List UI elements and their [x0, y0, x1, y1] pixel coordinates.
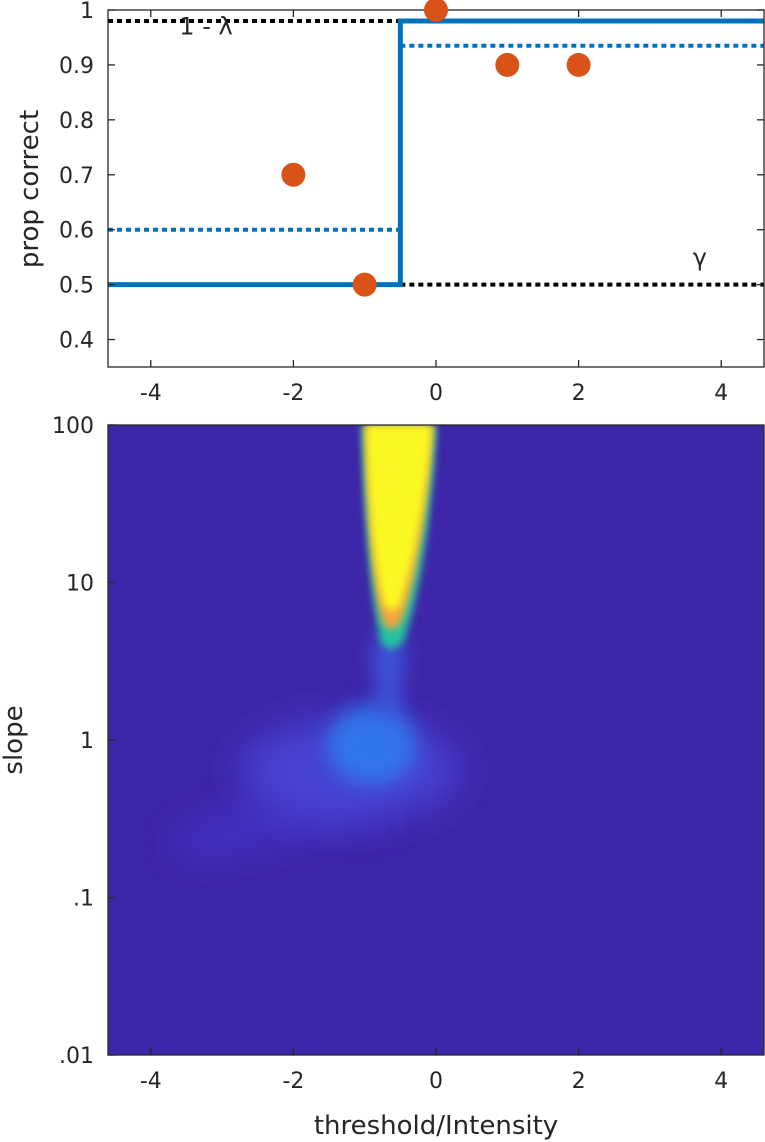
bottom-y-tick-label: 10	[66, 572, 94, 597]
heatmap-shoulder-inner	[327, 705, 417, 785]
top-y-tick-label: 0.9	[59, 54, 94, 79]
top-x-tick-label: 0	[429, 381, 443, 406]
bottom-x-axis-label: threshold/Intensity	[314, 1111, 558, 1141]
data-point-3	[495, 52, 520, 77]
top-x-tick-label: 4	[714, 381, 728, 406]
top-axes-frame	[107, 9, 765, 368]
bottom-y-tick-label: .1	[73, 887, 94, 912]
data-point-1	[352, 272, 377, 297]
heatmap-neck	[372, 640, 405, 720]
top-y-tick-label: 0.8	[59, 109, 94, 134]
top-y-tick-label: 0.7	[59, 164, 94, 189]
data-point-2	[424, 0, 448, 22]
top-x-tick-label: 2	[572, 381, 586, 406]
bottom-y-tick-label: 100	[52, 414, 94, 439]
heatmap-density	[170, 425, 460, 860]
top-y-tick-label: 0.4	[59, 329, 94, 354]
step-fit-line	[108, 18, 764, 288]
top-y-tick-label: 0.5	[59, 274, 94, 299]
top-x-tick-label: -4	[140, 381, 162, 406]
top-x-tick-label: -2	[282, 381, 304, 406]
bottom-x-tick-label: 2	[572, 1069, 586, 1094]
annotation-0: 1 - λ	[179, 13, 232, 41]
top-y-axis-label: prop correct	[15, 110, 45, 268]
data-point-4	[566, 52, 591, 77]
bottom-x-tick-label: -2	[282, 1069, 304, 1094]
bottom-x-tick-label: 0	[429, 1069, 443, 1094]
top-y-tick-label: 0.6	[59, 219, 94, 244]
posterior-heatmap: -4 -2 0 2 4 .01 .1 1 10 100 slope threshold/Inten…	[0, 414, 765, 1141]
bottom-y-axis-label: slope	[0, 705, 29, 774]
annotation-1: γ	[693, 243, 707, 271]
bottom-x-tick-label: 4	[714, 1069, 728, 1094]
bottom-y-tick-label: 1	[80, 729, 94, 754]
bottom-x-tick-label: -4	[140, 1069, 162, 1094]
psychometric-plot: -4 -2 0 2 40.40.50.60.70.80.91 prop correct …	[15, 0, 765, 406]
heatmap-peak-core	[366, 425, 432, 611]
bottom-y-tick-label: .01	[59, 1044, 94, 1069]
top-y-tick-label: 1	[80, 0, 94, 24]
data-point-0	[281, 162, 306, 187]
